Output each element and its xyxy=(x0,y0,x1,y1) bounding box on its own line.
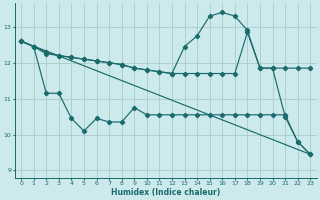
X-axis label: Humidex (Indice chaleur): Humidex (Indice chaleur) xyxy=(111,188,220,197)
